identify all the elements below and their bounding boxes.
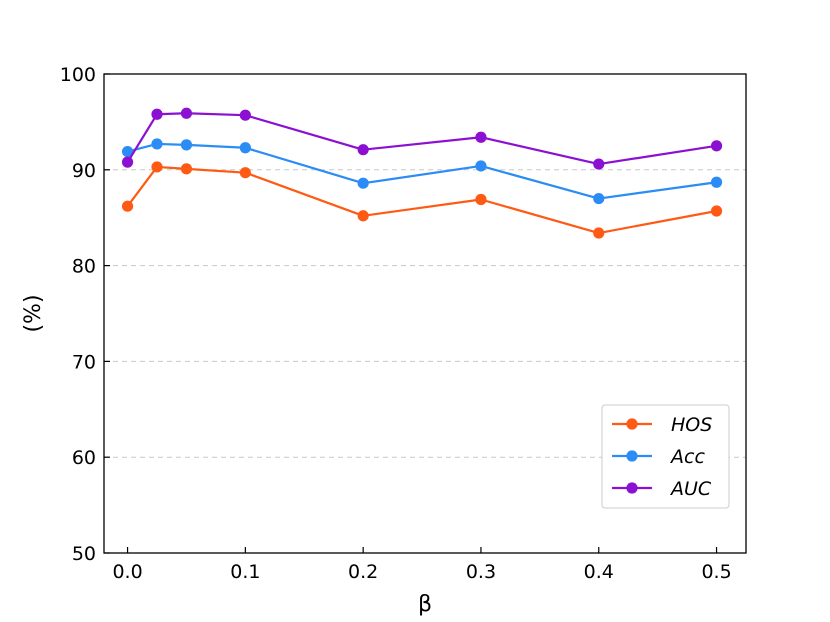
data-point-auc xyxy=(357,144,369,156)
legend: HOS Acc AUC xyxy=(601,404,730,509)
data-point-hos xyxy=(710,205,723,217)
data-point-auc xyxy=(239,109,251,121)
series-line-hos xyxy=(126,165,717,235)
data-point-auc xyxy=(180,107,193,119)
series-hos xyxy=(121,161,723,239)
x-tick-label: 0.2 xyxy=(348,561,378,583)
y-tick-label: 90 xyxy=(72,160,96,182)
x-axis-title: β xyxy=(418,592,432,617)
data-point-acc xyxy=(475,160,487,172)
x-tick-label: 0.0 xyxy=(112,561,142,583)
data-point-acc xyxy=(357,177,369,189)
data-point-acc xyxy=(710,176,723,188)
data-point-acc xyxy=(151,138,163,150)
data-point-auc xyxy=(593,158,605,170)
legend-label-acc: Acc xyxy=(669,446,705,468)
data-point-acc xyxy=(239,142,251,154)
data-point-hos xyxy=(180,163,193,175)
legend-marker-acc xyxy=(626,450,638,462)
legend-marker-hos xyxy=(626,418,638,430)
data-point-hos xyxy=(239,167,251,179)
x-tick-label: 0.3 xyxy=(466,561,496,583)
x-tick-label: 0.4 xyxy=(584,561,614,583)
series-line-auc xyxy=(126,112,717,166)
data-point-auc xyxy=(121,156,134,168)
legend-label-auc: AUC xyxy=(669,478,712,500)
series-acc xyxy=(121,138,723,205)
y-tick-label: 100 xyxy=(60,64,96,86)
data-point-hos xyxy=(475,193,487,206)
data-point-auc xyxy=(710,140,723,152)
data-point-auc xyxy=(475,131,487,143)
legend-item-auc: AUC xyxy=(612,478,712,500)
legend-marker-auc xyxy=(626,482,638,494)
data-point-hos xyxy=(357,210,369,222)
y-tick-label: 60 xyxy=(72,447,96,469)
legend-label-hos: HOS xyxy=(671,414,712,436)
y-tick-label: 70 xyxy=(72,351,96,373)
data-point-acc xyxy=(180,139,193,151)
legend-item-hos: HOS xyxy=(612,414,712,436)
legend-item-acc: Acc xyxy=(612,446,705,468)
plot-frame xyxy=(103,73,747,554)
data-point-acc xyxy=(593,192,605,205)
data-point-acc xyxy=(121,145,134,158)
data-point-hos xyxy=(151,161,163,173)
series-layer xyxy=(121,107,723,239)
x-tick-label: 0.5 xyxy=(701,561,731,583)
y-tick-label: 50 xyxy=(72,543,96,565)
axis-ticks: 50 60 70 80 90 100 0.0 0.1 0.2 0.3 0.4 0.5 xyxy=(60,64,732,583)
legend-box xyxy=(601,404,730,509)
data-point-auc xyxy=(151,108,163,120)
data-point-hos xyxy=(121,200,134,212)
series-auc xyxy=(121,107,723,170)
data-point-hos xyxy=(593,227,605,239)
x-tick-label: 0.1 xyxy=(230,561,260,583)
y-tick-label: 80 xyxy=(72,256,96,278)
y-axis-title: (%) xyxy=(21,294,46,332)
